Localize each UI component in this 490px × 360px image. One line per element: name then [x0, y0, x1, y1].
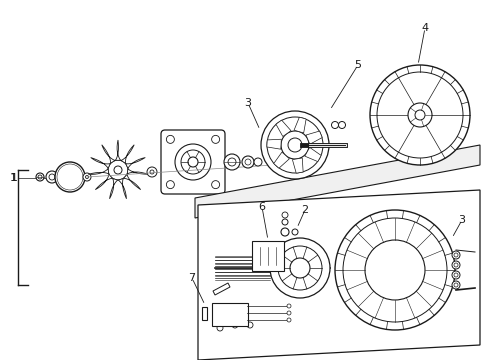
- Polygon shape: [267, 139, 281, 149]
- Circle shape: [167, 181, 174, 189]
- Circle shape: [339, 122, 345, 129]
- Circle shape: [288, 138, 302, 152]
- Circle shape: [49, 174, 55, 180]
- Circle shape: [290, 258, 310, 278]
- Circle shape: [242, 156, 254, 168]
- Circle shape: [377, 72, 463, 158]
- Circle shape: [408, 103, 432, 127]
- Circle shape: [454, 253, 458, 257]
- Text: 7: 7: [189, 273, 196, 283]
- Circle shape: [452, 261, 460, 269]
- Polygon shape: [198, 190, 480, 360]
- Circle shape: [415, 110, 425, 120]
- Circle shape: [232, 322, 238, 328]
- Polygon shape: [119, 179, 126, 199]
- Circle shape: [212, 135, 220, 143]
- Circle shape: [83, 173, 91, 181]
- Polygon shape: [96, 175, 112, 190]
- Circle shape: [452, 281, 460, 289]
- Circle shape: [59, 166, 81, 188]
- Circle shape: [57, 164, 83, 190]
- Text: 3: 3: [245, 98, 251, 108]
- Polygon shape: [110, 179, 118, 199]
- Polygon shape: [293, 158, 303, 173]
- Circle shape: [46, 171, 58, 183]
- Circle shape: [287, 318, 291, 322]
- Circle shape: [147, 167, 157, 177]
- Text: 6: 6: [259, 202, 266, 212]
- Circle shape: [335, 210, 455, 330]
- Circle shape: [282, 219, 288, 225]
- Circle shape: [212, 181, 220, 189]
- Circle shape: [282, 212, 288, 218]
- Circle shape: [281, 131, 309, 159]
- Circle shape: [287, 304, 291, 308]
- Polygon shape: [116, 140, 121, 160]
- Circle shape: [181, 150, 205, 174]
- Text: 3: 3: [459, 215, 466, 225]
- Polygon shape: [88, 169, 109, 174]
- Circle shape: [254, 158, 262, 166]
- Circle shape: [245, 159, 251, 165]
- Circle shape: [36, 173, 44, 181]
- Circle shape: [85, 175, 89, 179]
- Circle shape: [454, 283, 458, 287]
- Polygon shape: [123, 175, 141, 190]
- Polygon shape: [121, 145, 134, 163]
- Polygon shape: [202, 307, 207, 320]
- Circle shape: [267, 117, 323, 173]
- Polygon shape: [195, 145, 480, 218]
- Polygon shape: [126, 158, 146, 168]
- Circle shape: [228, 158, 236, 166]
- Polygon shape: [127, 169, 147, 174]
- Circle shape: [217, 325, 223, 331]
- Circle shape: [292, 229, 298, 235]
- Polygon shape: [91, 158, 110, 168]
- Circle shape: [287, 311, 291, 315]
- Circle shape: [55, 162, 85, 192]
- Polygon shape: [305, 147, 321, 162]
- Circle shape: [220, 307, 224, 312]
- Text: 2: 2: [301, 205, 309, 215]
- Circle shape: [224, 154, 240, 170]
- Polygon shape: [294, 117, 306, 133]
- Text: 1: 1: [10, 173, 18, 183]
- Circle shape: [281, 228, 289, 236]
- Polygon shape: [306, 131, 322, 144]
- Circle shape: [67, 174, 73, 180]
- Circle shape: [175, 144, 211, 180]
- Circle shape: [452, 271, 460, 279]
- Circle shape: [343, 218, 447, 322]
- Circle shape: [454, 263, 458, 267]
- Circle shape: [332, 122, 339, 129]
- Polygon shape: [276, 120, 291, 136]
- Circle shape: [238, 306, 243, 310]
- Circle shape: [247, 322, 253, 328]
- Circle shape: [188, 157, 198, 167]
- Circle shape: [365, 240, 425, 300]
- Circle shape: [108, 160, 128, 180]
- Circle shape: [270, 238, 330, 298]
- Polygon shape: [213, 283, 230, 295]
- Text: 4: 4: [421, 23, 429, 33]
- Circle shape: [278, 246, 322, 290]
- FancyBboxPatch shape: [161, 130, 225, 194]
- Circle shape: [370, 65, 470, 165]
- Circle shape: [114, 166, 122, 174]
- Circle shape: [150, 170, 154, 174]
- Text: 5: 5: [354, 60, 362, 70]
- Polygon shape: [102, 145, 115, 163]
- FancyBboxPatch shape: [252, 241, 284, 271]
- Circle shape: [452, 251, 460, 259]
- Circle shape: [454, 273, 458, 277]
- Circle shape: [63, 170, 77, 184]
- Text: 1: 1: [10, 173, 17, 183]
- Polygon shape: [274, 152, 290, 168]
- Circle shape: [167, 135, 174, 143]
- Circle shape: [261, 111, 329, 179]
- Circle shape: [61, 168, 79, 186]
- Circle shape: [38, 175, 42, 179]
- FancyBboxPatch shape: [212, 302, 247, 325]
